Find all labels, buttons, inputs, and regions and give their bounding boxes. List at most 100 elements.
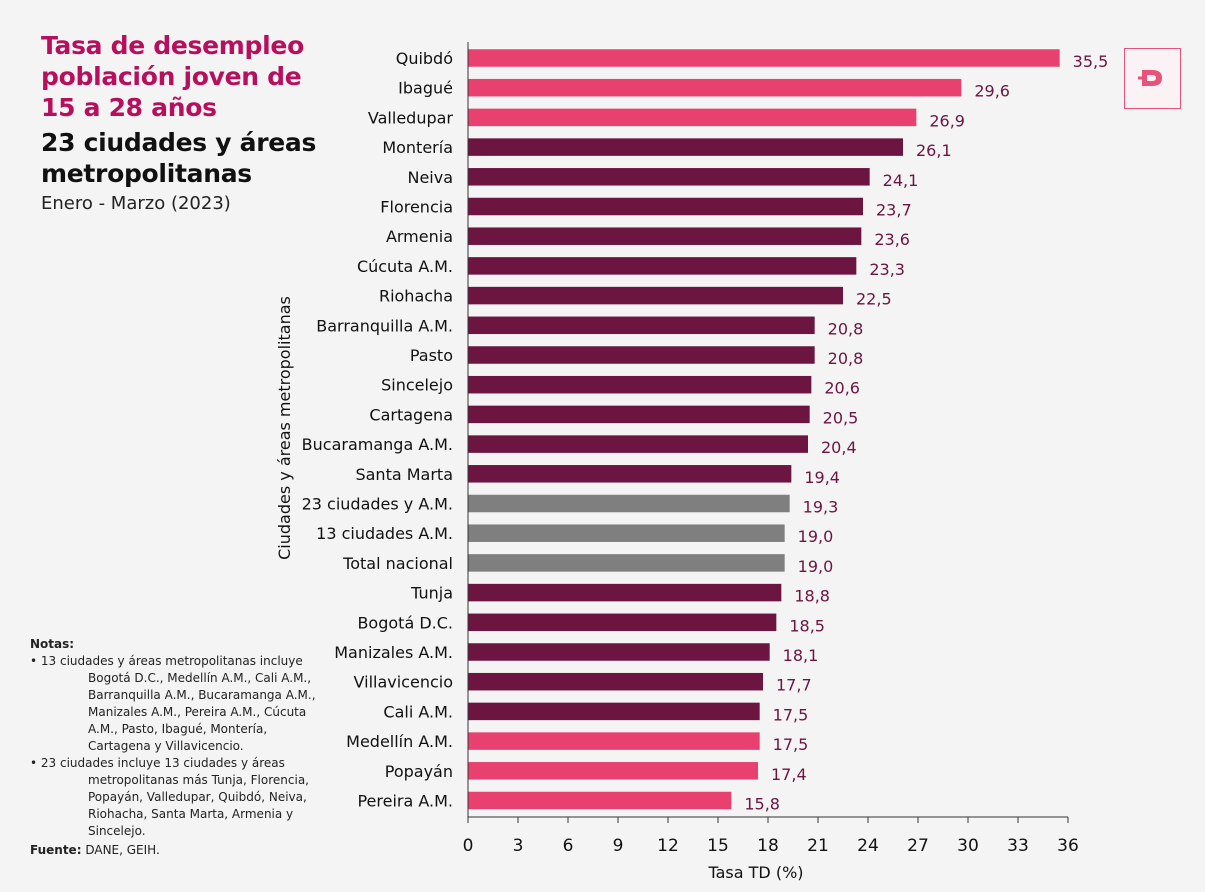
data-label: 26,9 xyxy=(929,111,965,130)
title-block: Tasa de desempleo población joven de 15 … xyxy=(41,30,341,214)
bar xyxy=(468,375,812,394)
category-label: Ibagué xyxy=(398,79,453,98)
bar xyxy=(468,435,808,453)
bar xyxy=(468,78,962,97)
note-item: • 23 ciudades incluye 13 ciudades y área… xyxy=(30,756,309,838)
bar xyxy=(468,168,870,186)
category-label: Villavicencio xyxy=(354,673,453,692)
data-label: 26,1 xyxy=(916,141,952,160)
category-label: Valledupar xyxy=(368,108,454,127)
data-label: 17,5 xyxy=(773,735,809,754)
category-label: Bogotá D.C. xyxy=(357,613,453,632)
x-tick-label: 36 xyxy=(1057,836,1079,856)
category-label: Santa Marta xyxy=(355,465,453,484)
data-label: 23,7 xyxy=(876,201,912,220)
data-label: 20,6 xyxy=(824,379,860,398)
category-label: Armenia xyxy=(386,227,453,246)
data-label: 24,1 xyxy=(883,171,919,190)
bar xyxy=(468,643,770,661)
category-label: Tunja xyxy=(410,584,453,603)
data-label: 20,8 xyxy=(828,349,864,368)
bar xyxy=(468,762,758,780)
data-label: 17,4 xyxy=(771,765,807,784)
chart-title: Tasa de desempleo población joven de 15 … xyxy=(41,31,304,122)
data-label: 19,0 xyxy=(798,557,834,576)
bar xyxy=(468,108,917,127)
source-label: Fuente: xyxy=(30,843,82,857)
x-tick-label: 9 xyxy=(613,836,624,856)
data-label: 19,0 xyxy=(798,527,834,546)
bar xyxy=(468,732,760,750)
x-tick-label: 12 xyxy=(657,836,679,856)
data-label: 17,5 xyxy=(773,705,809,724)
y-axis-label: Ciudades y áreas metropolitanas xyxy=(275,296,294,560)
category-label: Cúcuta A.M. xyxy=(357,257,453,276)
bar xyxy=(468,554,785,572)
x-tick-label: 30 xyxy=(957,836,979,856)
data-label: 17,7 xyxy=(776,676,812,695)
data-label: 18,8 xyxy=(794,587,830,606)
category-label: Cali A.M. xyxy=(383,702,453,721)
bar xyxy=(468,613,777,632)
category-label: 23 ciudades y A.M. xyxy=(302,495,453,514)
category-label: Quibdó xyxy=(396,49,453,68)
category-label: Medellín A.M. xyxy=(346,732,453,751)
data-label: 20,5 xyxy=(823,408,859,427)
brand-d-icon xyxy=(1124,48,1181,109)
data-label: 15,8 xyxy=(744,795,780,814)
category-label: Bucaramanga A.M. xyxy=(302,435,453,454)
x-tick-label: 15 xyxy=(707,836,729,856)
bar xyxy=(468,346,815,364)
data-label: 18,5 xyxy=(789,616,825,635)
x-axis-label: Tasa TD (%) xyxy=(707,863,803,882)
category-label: Pereira A.M. xyxy=(357,792,453,811)
bar xyxy=(468,197,863,216)
bar xyxy=(468,257,857,275)
note-item: • 13 ciudades y áreas metropolitanas inc… xyxy=(30,654,316,753)
x-tick-label: 3 xyxy=(513,836,524,856)
x-tick-label: 21 xyxy=(807,836,829,856)
category-label: 13 ciudades A.M. xyxy=(316,524,453,543)
data-label: 29,6 xyxy=(974,82,1010,101)
data-label: 19,4 xyxy=(804,468,840,487)
bar xyxy=(468,138,903,156)
source: Fuente: DANE, GEIH. xyxy=(30,842,320,859)
bar xyxy=(468,316,815,335)
category-label: Riohacha xyxy=(379,287,453,306)
bar xyxy=(468,672,763,691)
x-tick-label: 6 xyxy=(563,836,574,856)
data-label: 18,1 xyxy=(783,646,819,665)
data-label: 35,5 xyxy=(1073,52,1109,71)
category-label: Total nacional xyxy=(342,554,453,573)
category-label: Barranquilla A.M. xyxy=(316,316,453,335)
category-label: Cartagena xyxy=(369,405,453,424)
bar xyxy=(468,465,792,483)
data-label: 23,3 xyxy=(869,260,905,279)
bar xyxy=(468,405,810,424)
bar xyxy=(468,227,862,245)
data-label: 22,5 xyxy=(856,290,892,309)
data-label: 20,8 xyxy=(828,319,864,338)
x-tick-label: 27 xyxy=(907,836,929,856)
x-tick-label: 24 xyxy=(857,836,879,856)
bar xyxy=(468,286,843,305)
data-label: 19,3 xyxy=(803,498,839,517)
bar xyxy=(468,791,732,810)
bar xyxy=(468,49,1060,67)
bar xyxy=(468,524,785,542)
category-label: Neiva xyxy=(407,168,453,187)
notes: Notas: • 13 ciudades y áreas metropolita… xyxy=(30,636,320,859)
bar xyxy=(468,494,790,513)
bar xyxy=(468,702,760,721)
chart-subtitle: 23 ciudades y áreas metropolitanas xyxy=(41,128,317,188)
data-label: 20,4 xyxy=(821,438,857,457)
x-tick-label: 33 xyxy=(1007,836,1029,856)
category-label: Montería xyxy=(382,138,453,157)
bar xyxy=(468,583,782,602)
x-tick-label: 18 xyxy=(757,836,779,856)
notes-heading: Notas: xyxy=(30,637,75,651)
x-tick-label: 0 xyxy=(463,836,474,856)
category-label: Manizales A.M. xyxy=(334,643,453,662)
data-label: 23,6 xyxy=(874,230,910,249)
